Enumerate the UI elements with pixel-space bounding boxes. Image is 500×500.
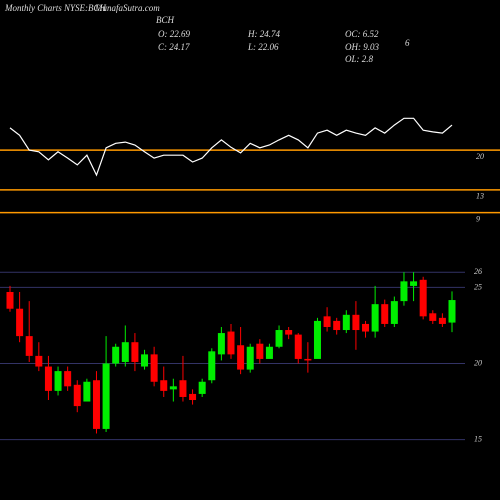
price-panel: 26 25 20 15 — [0, 267, 482, 443]
candle-body — [25, 336, 33, 356]
indicator-panel: 20 13 9 — [0, 117, 500, 223]
stats: O: 22.69 H: 24.74 OC: 6.52 C: 24.17 L: 22.06… — [158, 29, 410, 64]
candle-body — [448, 300, 456, 323]
candle-body — [285, 330, 293, 335]
y-tick-label: 20 — [474, 358, 482, 367]
candle-body — [64, 371, 72, 387]
stat: H: 24.74 — [247, 29, 280, 39]
stat: 6 — [405, 38, 410, 48]
stat: O: 22.69 — [158, 29, 190, 39]
candle-body — [169, 386, 177, 390]
candle-body — [304, 358, 312, 361]
candle-body — [189, 393, 197, 401]
candle-body — [381, 304, 389, 324]
candle-body — [35, 355, 43, 367]
chart-source: MunafaSutra.com — [94, 3, 160, 13]
candle-body — [54, 371, 62, 391]
indicator-line — [9, 117, 453, 177]
candle-body — [141, 354, 149, 367]
stat: OC: 6.52 — [345, 29, 379, 39]
candle-body — [112, 346, 120, 364]
candle-body — [246, 346, 254, 370]
candle-body — [333, 320, 341, 331]
candle-body — [362, 323, 370, 332]
y-tick-label: 15 — [474, 434, 482, 443]
candle-body — [390, 301, 398, 324]
candle-body — [294, 334, 302, 359]
symbol: BCH — [156, 15, 175, 25]
candle-body — [44, 366, 52, 391]
chart-title: Monthly Charts NYSE:BCH — [4, 3, 107, 13]
candle-body — [371, 304, 379, 332]
stat: OH: 9.03 — [345, 42, 379, 52]
candle-body — [352, 314, 360, 331]
candle-body — [438, 317, 446, 324]
candle-body — [92, 380, 100, 429]
candle-body — [429, 313, 437, 321]
candle-body — [275, 330, 283, 347]
candle-body — [131, 342, 139, 362]
candle-body — [237, 345, 245, 370]
candle-body — [265, 346, 273, 359]
candle-body — [419, 279, 427, 317]
candle-body — [6, 291, 14, 309]
candle-body — [150, 354, 158, 382]
stat: C: 24.17 — [158, 42, 190, 52]
stat: L: 22.06 — [247, 42, 279, 52]
candle-body — [198, 381, 206, 394]
candle-body — [179, 380, 187, 397]
candle-body — [160, 380, 168, 391]
candle-body — [217, 333, 225, 355]
candle-body — [323, 316, 331, 327]
candle-body — [16, 308, 24, 337]
y-tick-label: 25 — [474, 282, 482, 291]
level-label: 9 — [476, 214, 480, 223]
candle-body — [208, 351, 216, 381]
candle-body — [83, 381, 91, 402]
candle-body — [227, 331, 235, 355]
candle-body — [121, 342, 129, 362]
candle-body — [410, 281, 418, 286]
stat: OL: 2.8 — [345, 54, 374, 64]
level-label: 20 — [476, 152, 484, 161]
candle-body — [73, 384, 81, 407]
candle-body — [400, 281, 408, 302]
y-tick-label: 26 — [474, 267, 482, 276]
candle-body — [256, 343, 264, 359]
candle-body — [342, 314, 350, 331]
level-label: 13 — [476, 192, 484, 201]
candle-body — [313, 320, 321, 359]
candle-body — [102, 363, 110, 429]
